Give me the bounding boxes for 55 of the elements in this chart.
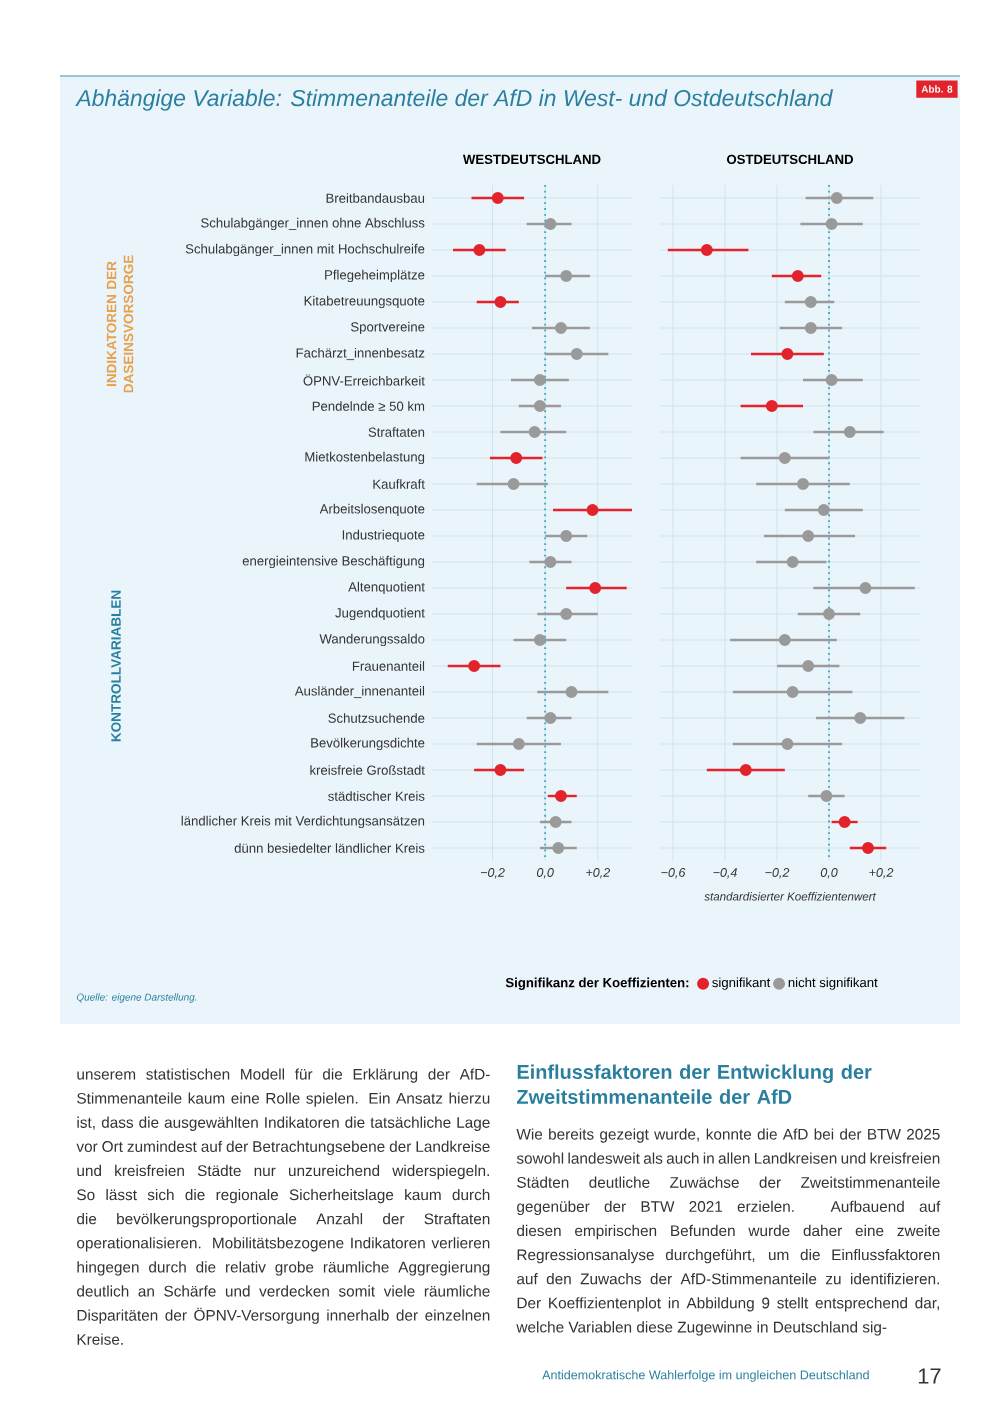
point xyxy=(552,842,565,854)
point xyxy=(791,270,804,282)
point xyxy=(544,218,557,230)
point xyxy=(549,816,562,828)
text: Einflussfaktoren der Entwicklung der Zweitstimmenanteile der AfD xyxy=(517,1064,872,1104)
point xyxy=(781,348,794,360)
point xyxy=(554,790,567,802)
point xyxy=(838,816,851,828)
point xyxy=(802,660,815,672)
point xyxy=(554,322,567,334)
point xyxy=(781,738,794,750)
point xyxy=(565,686,578,698)
point xyxy=(786,556,799,568)
point xyxy=(528,426,541,438)
point xyxy=(533,374,546,386)
point xyxy=(797,478,809,490)
point xyxy=(859,582,872,594)
point xyxy=(843,426,856,438)
point xyxy=(468,660,481,672)
point xyxy=(862,842,874,854)
point xyxy=(820,790,833,802)
point xyxy=(494,296,507,308)
point xyxy=(786,686,799,698)
point xyxy=(544,712,557,724)
point xyxy=(817,504,830,516)
point xyxy=(778,634,791,646)
point xyxy=(544,556,557,568)
point xyxy=(765,400,778,412)
point xyxy=(830,192,843,204)
point xyxy=(533,400,546,412)
point xyxy=(825,218,838,230)
point xyxy=(854,712,867,724)
point xyxy=(778,452,791,464)
point xyxy=(560,270,573,282)
point xyxy=(825,374,838,386)
point xyxy=(507,478,520,490)
point xyxy=(823,608,835,620)
point xyxy=(804,296,817,308)
point xyxy=(533,634,546,646)
point xyxy=(560,530,573,542)
point xyxy=(586,504,599,516)
point xyxy=(473,244,486,256)
point xyxy=(512,738,525,750)
point xyxy=(802,530,815,542)
chart-title: Abhängige Variable: Stimmenanteile der AfD in West- und Ostdeutschland xyxy=(75,89,834,111)
point xyxy=(739,764,752,776)
point xyxy=(589,582,602,594)
point xyxy=(491,192,504,204)
point xyxy=(560,608,573,620)
point xyxy=(494,764,507,776)
point xyxy=(510,452,523,464)
point xyxy=(700,244,713,256)
point xyxy=(804,322,817,334)
text: 17 xyxy=(918,1368,941,1384)
point xyxy=(570,348,583,360)
